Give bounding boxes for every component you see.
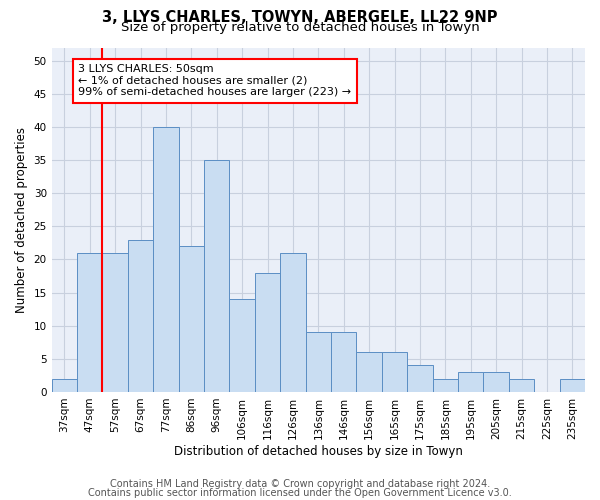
Bar — [305, 332, 331, 392]
Bar — [560, 378, 585, 392]
Text: Size of property relative to detached houses in Towyn: Size of property relative to detached ho… — [121, 22, 479, 35]
Bar — [204, 160, 229, 392]
Bar — [407, 366, 433, 392]
Bar — [331, 332, 356, 392]
Y-axis label: Number of detached properties: Number of detached properties — [15, 126, 28, 312]
Text: Contains public sector information licensed under the Open Government Licence v3: Contains public sector information licen… — [88, 488, 512, 498]
Bar — [280, 253, 305, 392]
Text: 3 LLYS CHARLES: 50sqm
← 1% of detached houses are smaller (2)
99% of semi-detach: 3 LLYS CHARLES: 50sqm ← 1% of detached h… — [79, 64, 352, 98]
Bar — [356, 352, 382, 392]
Bar — [77, 253, 103, 392]
Bar — [509, 378, 534, 392]
Bar — [179, 246, 204, 392]
Text: Contains HM Land Registry data © Crown copyright and database right 2024.: Contains HM Land Registry data © Crown c… — [110, 479, 490, 489]
Bar — [255, 272, 280, 392]
Bar — [128, 240, 153, 392]
Bar — [103, 253, 128, 392]
Bar — [229, 299, 255, 392]
Bar — [52, 378, 77, 392]
Bar — [382, 352, 407, 392]
Bar — [458, 372, 484, 392]
X-axis label: Distribution of detached houses by size in Towyn: Distribution of detached houses by size … — [174, 444, 463, 458]
Bar — [433, 378, 458, 392]
Bar — [484, 372, 509, 392]
Text: 3, LLYS CHARLES, TOWYN, ABERGELE, LL22 9NP: 3, LLYS CHARLES, TOWYN, ABERGELE, LL22 9… — [102, 10, 498, 25]
Bar — [153, 127, 179, 392]
